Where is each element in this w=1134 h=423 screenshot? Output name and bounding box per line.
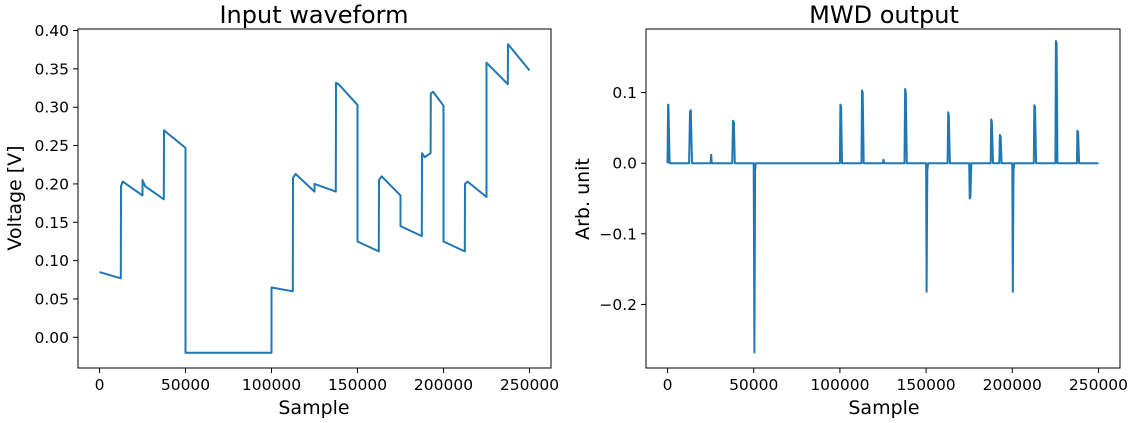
y-axis-label: Voltage [V] — [4, 145, 26, 250]
x-tick-label: 250000 — [1069, 376, 1128, 394]
x-tick-label: 150000 — [897, 376, 956, 394]
y-tick-label: 0.15 — [34, 214, 69, 232]
x-tick-label: 50000 — [729, 376, 778, 394]
mwd-output-panel: MWD output 0 50000 100000 150000 200000 25000… — [572, 1, 1128, 419]
axes-frame — [77, 28, 552, 369]
y-tick-label: 0.35 — [34, 60, 69, 78]
y-axis-label: Arb. unit — [572, 158, 594, 240]
series-line-mwd — [666, 40, 1099, 354]
y-tick-label: 0.00 — [34, 329, 69, 347]
y-tick-label: 0.10 — [34, 252, 69, 270]
series-line-voltage — [99, 43, 531, 354]
x-tick-label: 50000 — [161, 376, 210, 394]
ticks-group: 0 50000 100000 150000 200000 250000 −0.2 −0.1 0.… — [599, 84, 1128, 394]
x-tick-label: 250000 — [500, 376, 559, 394]
x-tick-label: 150000 — [328, 376, 387, 394]
ticks-group: 0 50000 100000 150000 200000 250000 0.00 0.05 0.… — [34, 22, 559, 394]
y-tick-label: 0.30 — [34, 99, 69, 117]
y-tick-label: 0.40 — [34, 22, 69, 40]
x-axis-label: Sample — [848, 397, 919, 419]
y-tick-label: 0.25 — [34, 137, 69, 155]
chart-title: Input waveform — [219, 1, 408, 29]
x-tick-label: 0 — [663, 376, 673, 394]
x-axis-label: Sample — [278, 397, 349, 419]
y-tick-label: 0.20 — [34, 175, 69, 193]
y-tick-label: 0.1 — [612, 84, 637, 102]
y-tick-label: −0.2 — [599, 296, 637, 314]
y-tick-label: 0.0 — [612, 155, 637, 173]
x-tick-label: 100000 — [242, 376, 301, 394]
chart-title: MWD output — [809, 1, 959, 29]
input-waveform-panel: Input waveform 0 50000 100000 150000 200000 2… — [4, 1, 559, 419]
y-tick-label: −0.1 — [599, 225, 637, 243]
x-tick-label: 0 — [95, 376, 105, 394]
y-tick-label: 0.05 — [34, 290, 69, 308]
x-tick-label: 100000 — [810, 376, 869, 394]
x-tick-label: 200000 — [983, 376, 1042, 394]
axes-frame — [645, 28, 1121, 369]
x-tick-label: 200000 — [414, 376, 473, 394]
